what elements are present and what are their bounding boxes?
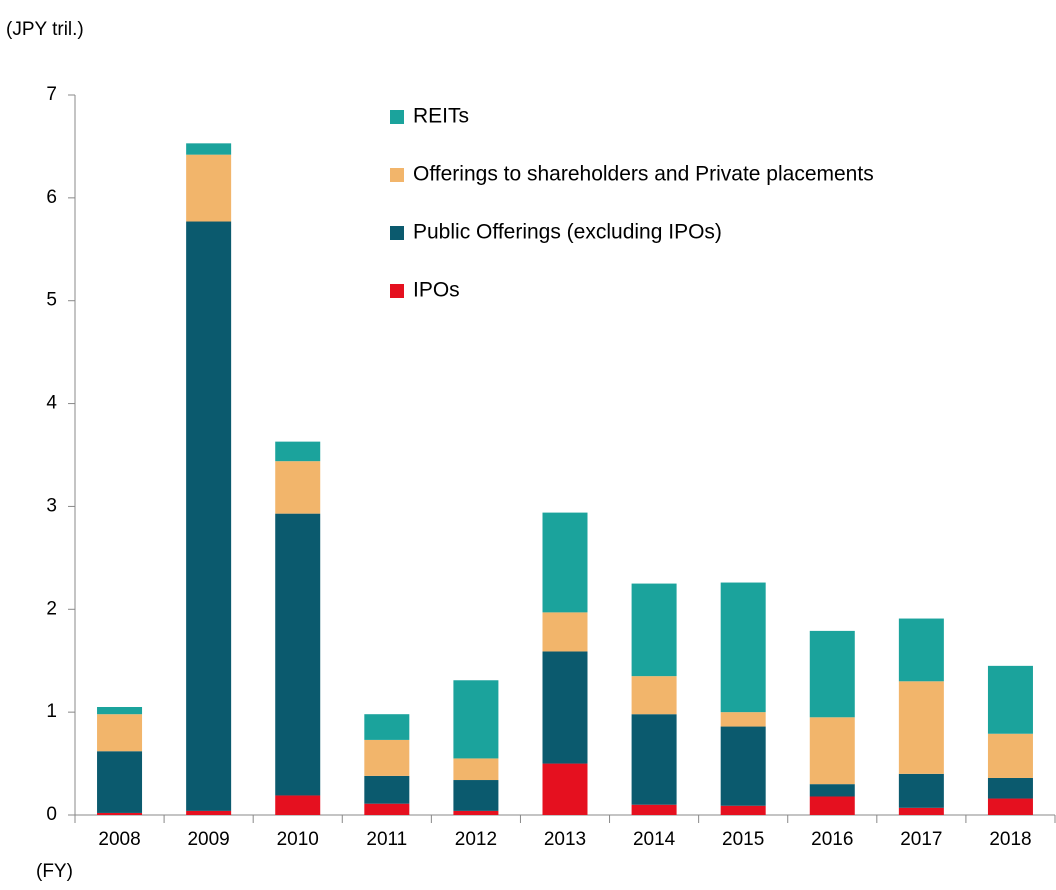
legend-label: Offerings to shareholders and Private pl… — [413, 163, 874, 186]
legend-swatch — [390, 168, 404, 182]
bar-segment — [542, 763, 588, 815]
bar-segment — [97, 812, 143, 815]
bar-segment — [720, 805, 766, 815]
y-tick-label: 1 — [46, 701, 57, 722]
legend-swatch — [390, 284, 404, 298]
bar-segment — [275, 461, 321, 514]
bar-segment — [364, 714, 410, 740]
y-tick-label: 4 — [46, 393, 57, 414]
x-tick-label: 2010 — [277, 829, 319, 850]
bar-segment — [453, 680, 499, 759]
bar-segment — [364, 739, 410, 776]
bar-segment — [97, 707, 143, 715]
x-tick-label: 2011 — [366, 829, 407, 850]
bar-segment — [720, 726, 766, 806]
x-tick-label: 2013 — [544, 829, 586, 850]
bar-segment — [898, 807, 944, 815]
y-axis-label: (JPY tril.) — [6, 19, 84, 40]
legend-swatch — [390, 226, 404, 240]
y-tick-label: 2 — [46, 598, 57, 619]
x-tick-label: 2012 — [455, 829, 497, 850]
bar-segment — [631, 714, 677, 805]
bar-segment — [364, 803, 410, 815]
x-tick-label: 2015 — [722, 829, 764, 850]
y-tick-label: 0 — [46, 804, 57, 825]
bar-segment — [186, 810, 232, 815]
bar-segment — [987, 665, 1033, 734]
bar-segment — [542, 612, 588, 652]
x-tick-label: 2016 — [811, 829, 853, 850]
y-tick-label: 5 — [46, 290, 57, 311]
bar-segment — [898, 681, 944, 774]
bar-segment — [809, 796, 855, 815]
bar-segment — [809, 630, 855, 718]
legend-swatch — [390, 110, 404, 124]
bar-segment — [186, 221, 232, 811]
bar-segment — [275, 513, 321, 796]
x-tick-label: 2018 — [989, 829, 1031, 850]
bar-segment — [898, 618, 944, 682]
bar-segment — [275, 441, 321, 462]
bar-segment — [809, 717, 855, 785]
bar-segment — [898, 773, 944, 808]
bar-segment — [720, 582, 766, 713]
bar-segment — [987, 733, 1033, 778]
bar-segment — [542, 651, 588, 764]
bar-segment — [453, 758, 499, 781]
bar-segment — [186, 143, 232, 155]
bar-segment — [987, 777, 1033, 799]
bar-segment — [453, 810, 499, 815]
bar-segment — [809, 784, 855, 797]
bar-segment — [631, 676, 677, 715]
y-tick-label: 6 — [46, 187, 57, 208]
bar-segment — [364, 775, 410, 804]
legend-label: IPOs — [413, 279, 460, 302]
bar-segment — [186, 154, 232, 222]
bar-segment — [631, 583, 677, 677]
y-tick-label: 7 — [46, 84, 57, 105]
bar-segment — [542, 512, 588, 613]
y-tick-label: 3 — [46, 495, 57, 516]
x-tick-label: 2017 — [900, 829, 942, 850]
x-tick-label: 2009 — [187, 829, 229, 850]
x-tick-label: 2008 — [98, 829, 140, 850]
x-tick-label: 2014 — [633, 829, 676, 850]
bar-segment — [275, 795, 321, 815]
legend-label: REITs — [413, 105, 469, 128]
bar-segment — [987, 798, 1033, 815]
bar-segment — [720, 712, 766, 727]
bar-segment — [97, 714, 143, 752]
legend-label: Public Offerings (excluding IPOs) — [413, 221, 722, 244]
bar-segment — [631, 804, 677, 815]
bar-segment — [453, 780, 499, 811]
x-axis-label: (FY) — [36, 861, 73, 882]
bar-segment — [97, 751, 143, 813]
